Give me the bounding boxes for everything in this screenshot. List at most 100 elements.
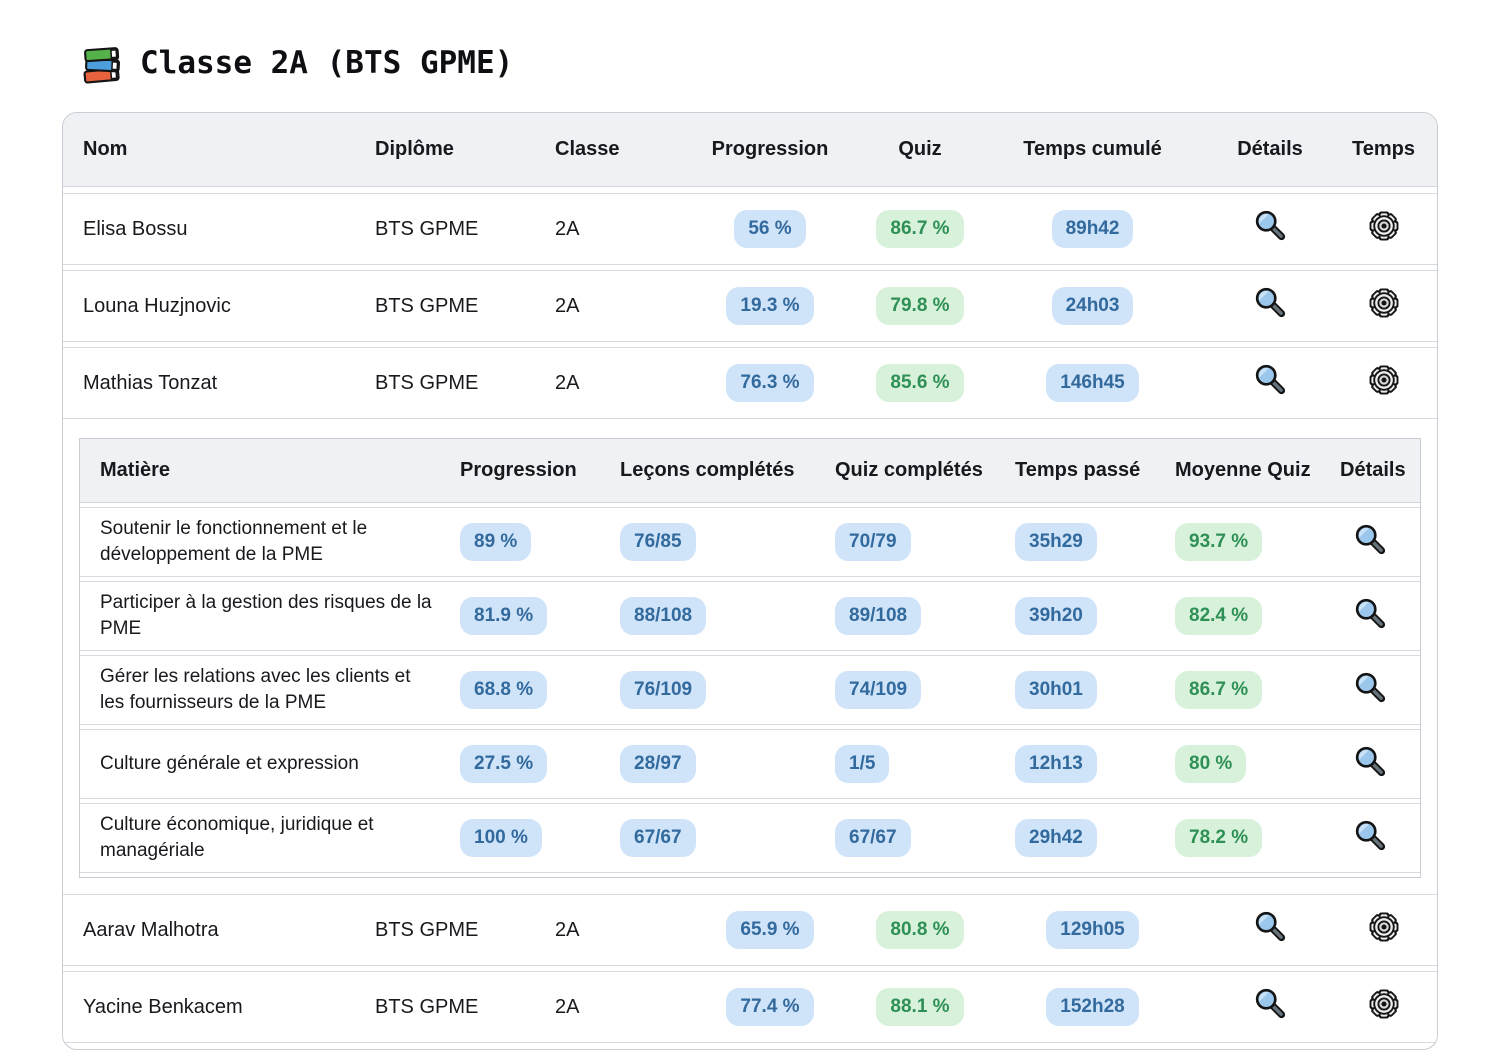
col-header-diplome: Diplôme [375, 138, 454, 160]
subject-row: Soutenir le fonctionnement et le dévelop… [80, 507, 1420, 577]
subject-row: Culture générale et expression 27.5 % 28… [80, 729, 1420, 799]
col-header-quiz: Quiz [898, 138, 942, 160]
subject-progression-badge: 89 % [460, 523, 532, 561]
quiz-badge: 86.7 % [876, 210, 964, 248]
subject-name: Soutenir le fonctionnement et le dévelop… [100, 518, 368, 565]
moyenne-quiz-badge: 80 % [1175, 745, 1247, 783]
temps-passe-badge: 12h13 [1015, 745, 1097, 783]
progression-badge: 76.3 % [726, 364, 814, 402]
gear-icon [1367, 987, 1401, 1021]
col-header-classe: Classe [555, 138, 620, 160]
subject-details-button[interactable] [1353, 671, 1387, 705]
quiz-badge: 88.1 % [876, 988, 964, 1026]
temps-passe-badge: 30h01 [1015, 671, 1097, 709]
col-header-progression: Progression [711, 138, 829, 160]
student-diplome: BTS GPME [375, 918, 479, 941]
subject-name: Gérer les relations avec les clients et … [100, 666, 411, 713]
subject-name: Participer à la gestion des risques de l… [100, 592, 432, 639]
table-row-mathias-tonzat: Mathias Tonzat BTS GPME 2A 76.3 % 85.6 %… [63, 347, 1437, 419]
temps-cumule-badge: 129h05 [1046, 911, 1139, 949]
col-header-nom: Nom [83, 138, 128, 160]
quiz-badge: 79.8 % [876, 287, 964, 325]
table-row-louna-huzjnovic: Louna Huzjnovic BTS GPME 2A 19.3 % 79.8 … [63, 270, 1437, 342]
details-button[interactable] [1253, 987, 1287, 1021]
quiz-count-badge: 67/67 [835, 819, 911, 857]
temps-settings-button[interactable] [1367, 286, 1401, 320]
student-diplome: BTS GPME [375, 995, 479, 1018]
col-header-temps-cumule: Temps cumulé [1023, 138, 1162, 160]
quiz-badge: 80.8 % [876, 911, 964, 949]
student-name: Yacine Benkacem [83, 995, 243, 1018]
progression-badge: 65.9 % [726, 911, 814, 949]
temps-settings-button[interactable] [1367, 363, 1401, 397]
student-classe: 2A [555, 918, 580, 941]
page-header: Classe 2A (BTS GPME) [0, 0, 1500, 112]
details-button[interactable] [1253, 286, 1287, 320]
temps-cumule-badge: 146h45 [1046, 364, 1139, 402]
moyenne-quiz-badge: 78.2 % [1175, 819, 1263, 857]
student-diplome: BTS GPME [375, 217, 479, 240]
table-row-yacine-benkacem: Yacine Benkacem BTS GPME 2A 77.4 % 88.1 … [63, 971, 1437, 1043]
subjects-table-header: Matière Progression Leçons complétés Qui… [80, 439, 1420, 503]
student-name: Aarav Malhotra [83, 918, 219, 941]
student-name: Mathias Tonzat [83, 371, 218, 394]
details-button[interactable] [1253, 363, 1287, 397]
temps-settings-button[interactable] [1367, 209, 1401, 243]
col-header-lecons-completes: Leçons complétés [620, 459, 795, 481]
subject-progression-badge: 27.5 % [460, 745, 548, 783]
page-title: Classe 2A (BTS GPME) [140, 45, 514, 81]
subject-progression-badge: 68.8 % [460, 671, 548, 709]
student-name: Louna Huzjnovic [83, 294, 231, 317]
subject-progression-badge: 100 % [460, 819, 542, 857]
moyenne-quiz-badge: 86.7 % [1175, 671, 1263, 709]
temps-settings-button[interactable] [1367, 987, 1401, 1021]
temps-cumule-badge: 152h28 [1046, 988, 1139, 1026]
temps-cumule-badge: 24h03 [1051, 287, 1134, 325]
magnifier-icon [1253, 987, 1287, 1021]
quiz-count-badge: 74/109 [835, 671, 922, 709]
student-diplome: BTS GPME [375, 371, 479, 394]
lecons-badge: 67/67 [620, 819, 696, 857]
subject-name: Culture économique, juridique et managér… [100, 814, 374, 861]
quiz-count-badge: 1/5 [835, 745, 890, 783]
subject-row: Gérer les relations avec les clients et … [80, 655, 1420, 725]
subjects-table-card: Matière Progression Leçons complétés Qui… [79, 438, 1421, 878]
quiz-badge: 85.6 % [876, 364, 964, 402]
details-button[interactable] [1253, 209, 1287, 243]
subject-details-button[interactable] [1353, 523, 1387, 557]
col-header-temps-passe: Temps passé [1015, 459, 1141, 481]
quiz-count-badge: 70/79 [835, 523, 911, 561]
table-row-elisa-bossu: Elisa Bossu BTS GPME 2A 56 % 86.7 % 89h4… [63, 193, 1437, 265]
student-name: Elisa Bossu [83, 217, 188, 240]
subject-row: Culture économique, juridique et managér… [80, 803, 1420, 873]
details-button[interactable] [1253, 910, 1287, 944]
subject-details-button[interactable] [1353, 819, 1387, 853]
magnifier-icon [1353, 597, 1387, 631]
subject-details-button[interactable] [1353, 597, 1387, 631]
col-header-moyenne-quiz: Moyenne Quiz [1175, 459, 1311, 481]
magnifier-icon [1353, 671, 1387, 705]
gear-icon [1367, 910, 1401, 944]
col-header-details: Détails [1237, 138, 1303, 160]
subject-progression-badge: 81.9 % [460, 597, 548, 635]
progression-badge: 19.3 % [726, 287, 814, 325]
student-diplome: BTS GPME [375, 294, 479, 317]
subject-name: Culture générale et expression [100, 753, 359, 775]
col-header-sub-progression: Progression [460, 459, 577, 481]
subjects-detail-panel: Matière Progression Leçons complétés Qui… [63, 424, 1437, 894]
subject-details-button[interactable] [1353, 745, 1387, 779]
temps-passe-badge: 35h29 [1015, 523, 1097, 561]
magnifier-icon [1253, 363, 1287, 397]
magnifier-icon [1253, 286, 1287, 320]
students-table-header: Nom Diplôme Classe Progression Quiz Temp… [63, 113, 1437, 187]
moyenne-quiz-badge: 82.4 % [1175, 597, 1263, 635]
temps-settings-button[interactable] [1367, 910, 1401, 944]
class-table-card: Nom Diplôme Classe Progression Quiz Temp… [62, 112, 1438, 1050]
magnifier-icon [1353, 745, 1387, 779]
magnifier-icon [1253, 209, 1287, 243]
students-rows: Elisa Bossu BTS GPME 2A 56 % 86.7 % 89h4… [63, 187, 1437, 1049]
student-classe: 2A [555, 294, 580, 317]
table-row-aarav-malhotra: Aarav Malhotra BTS GPME 2A 65.9 % 80.8 %… [63, 894, 1437, 966]
books-icon [80, 40, 126, 86]
student-classe: 2A [555, 217, 580, 240]
